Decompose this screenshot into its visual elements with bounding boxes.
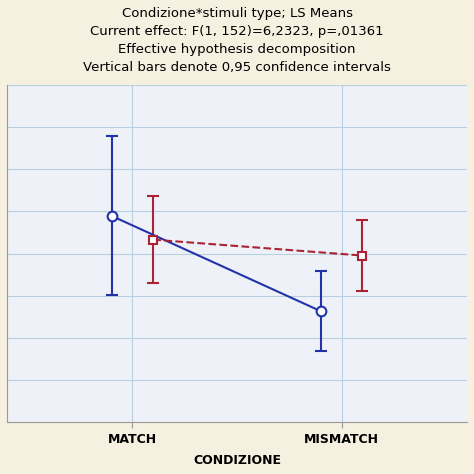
Title: Condizione*stimuli type; LS Means
Current effect: F(1, 152)=6,2323, p=,01361
Eff: Condizione*stimuli type; LS Means Curren… [83,7,391,74]
X-axis label: CONDIZIONE: CONDIZIONE [193,454,281,467]
